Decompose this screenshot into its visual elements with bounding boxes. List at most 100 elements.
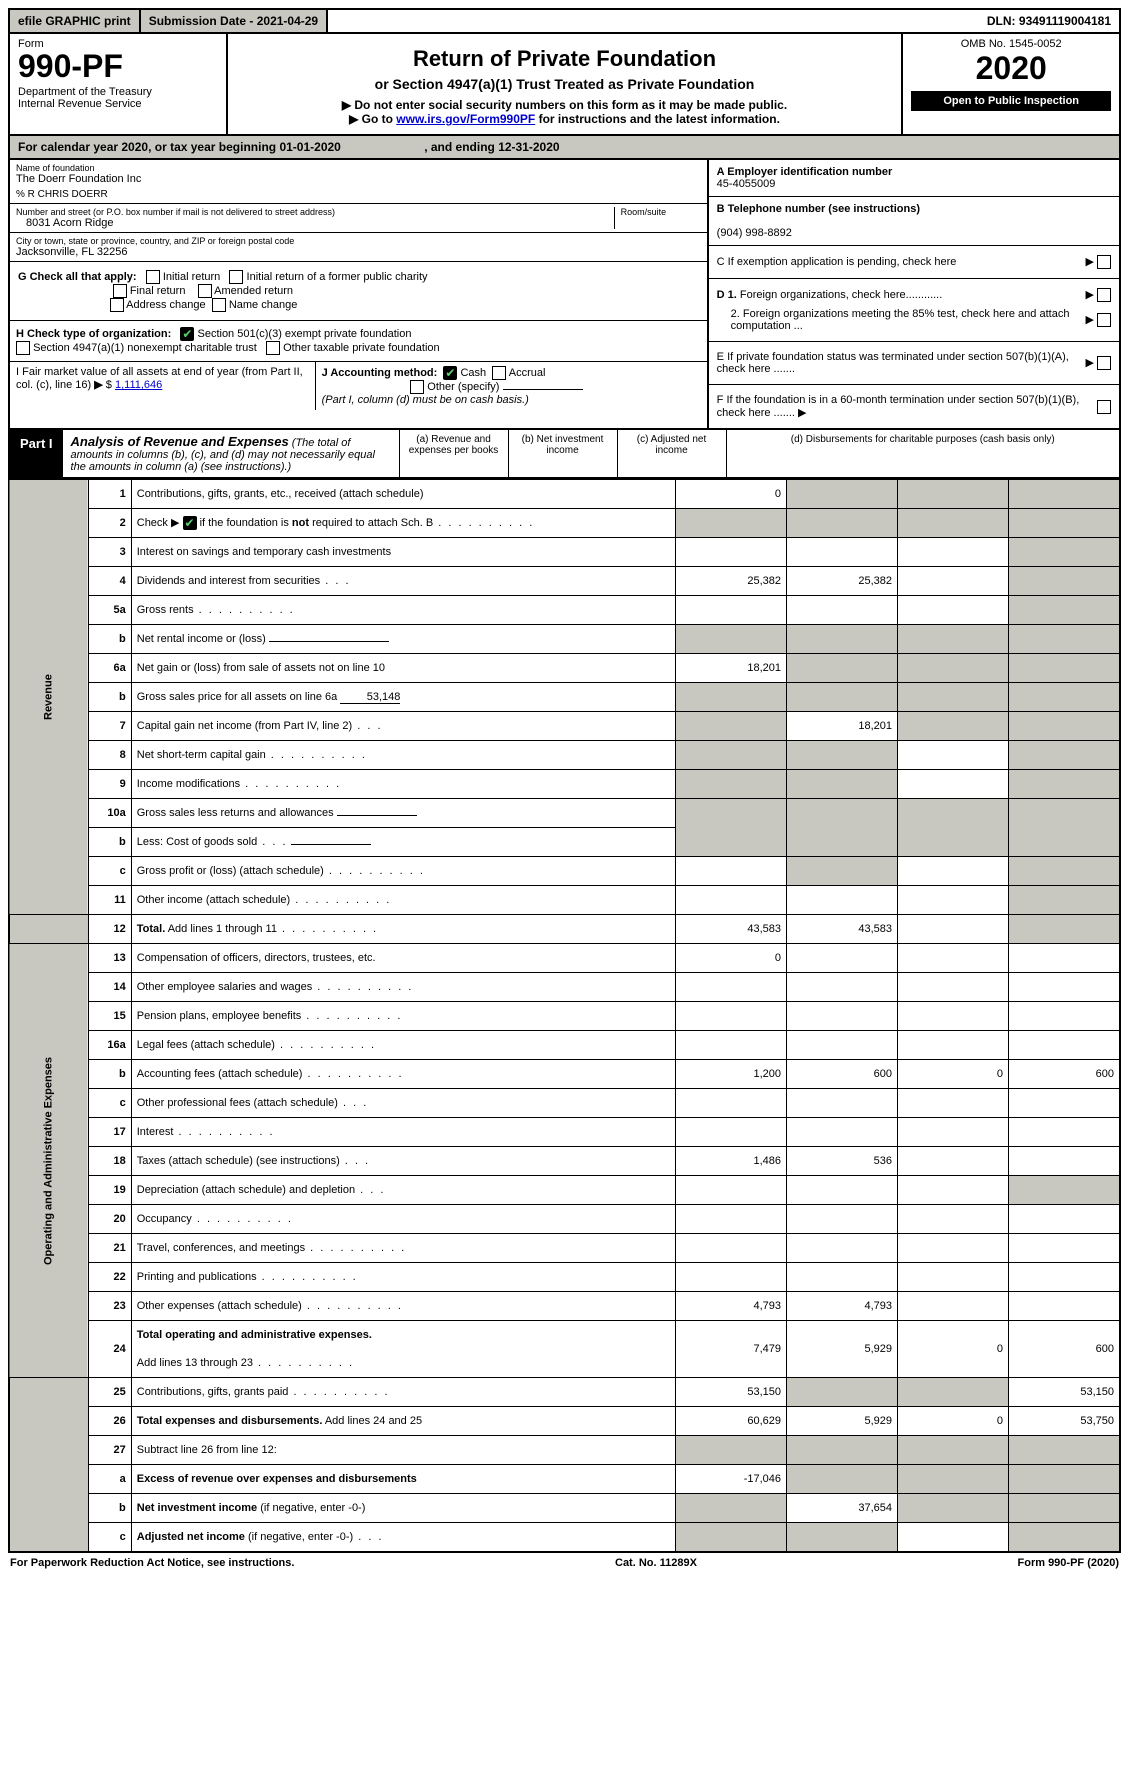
row-11: 11Other income (attach schedule) <box>9 886 1120 915</box>
check-e[interactable] <box>1097 356 1111 370</box>
row-14: 14Other employee salaries and wages <box>9 973 1120 1002</box>
check-accrual[interactable] <box>492 366 506 380</box>
j-cash: Cash <box>460 367 486 379</box>
row-16a: 16aLegal fees (attach schedule) <box>9 1031 1120 1060</box>
e-cell: E If private foundation status was termi… <box>709 342 1119 385</box>
name-label: Name of foundation <box>16 163 701 173</box>
check-d1[interactable] <box>1097 288 1111 302</box>
row-22: 22Printing and publications <box>9 1263 1120 1292</box>
row-13: Operating and Administrative Expenses 13… <box>9 944 1120 973</box>
row-10a: 10aGross sales less returns and allowanc… <box>9 799 1120 828</box>
footer-right: Form 990-PF (2020) <box>1018 1557 1120 1569</box>
row-27b: bNet investment income (if negative, ent… <box>9 1494 1120 1523</box>
col-c-header: (c) Adjusted net income <box>617 430 726 477</box>
spacer <box>328 10 979 32</box>
fmv-value: 1,111,646 <box>115 379 162 391</box>
d-cell: D 1. Foreign organizations, check here..… <box>709 279 1119 342</box>
col-b-header: (b) Net investment income <box>508 430 617 477</box>
col-a-header: (a) Revenue and expenses per books <box>399 430 508 477</box>
cal-pre: For calendar year 2020, or tax year begi… <box>18 140 279 154</box>
row-5b: bNet rental income or (loss) <box>9 625 1120 654</box>
form-title: Return of Private Foundation <box>236 46 894 72</box>
top-bar: efile GRAPHIC print Submission Date - 20… <box>8 8 1121 34</box>
g-initial-former: Initial return of a former public charit… <box>247 271 428 283</box>
check-address[interactable] <box>110 298 124 312</box>
h-4947: Section 4947(a)(1) nonexempt charitable … <box>33 342 257 354</box>
row-4: 4Dividends and interest from securities2… <box>9 567 1120 596</box>
row-2: 2 Check ▶ ✔ if the foundation is not req… <box>9 509 1120 538</box>
entity-right: A Employer identification number 45-4055… <box>707 160 1119 428</box>
g-initial: Initial return <box>163 271 220 283</box>
irs-label: Internal Revenue Service <box>18 98 218 110</box>
j-label: J Accounting method: <box>322 367 438 379</box>
check-501c3-checked[interactable]: ✔ <box>180 327 194 341</box>
row-3: 3Interest on savings and temporary cash … <box>9 538 1120 567</box>
check-initial-former[interactable] <box>229 270 243 284</box>
dept-treasury: Department of the Treasury <box>18 86 218 98</box>
g-addr: Address change <box>126 299 206 311</box>
part1-label: Part I <box>10 430 63 477</box>
phone-cell: B Telephone number (see instructions) (9… <box>709 197 1119 246</box>
row-10c: cGross profit or (loss) (attach schedule… <box>9 857 1120 886</box>
form-title-block: Return of Private Foundation or Section … <box>228 34 904 134</box>
check-other-method[interactable] <box>410 380 424 394</box>
part1-title: Analysis of Revenue and Expenses <box>71 434 289 449</box>
g-amended: Amended return <box>214 285 293 297</box>
ein-label: A Employer identification number <box>717 166 893 178</box>
dln-value: 93491119004181 <box>1019 14 1111 28</box>
row-23: 23Other expenses (attach schedule)4,7934… <box>9 1292 1120 1321</box>
goto-post: for instructions and the latest informat… <box>539 112 780 126</box>
part1-header: Part I Analysis of Revenue and Expenses … <box>8 430 1121 479</box>
check-namechange[interactable] <box>212 298 226 312</box>
city-cell: City or town, state or province, country… <box>10 233 707 262</box>
check-sch-b[interactable]: ✔ <box>183 516 197 530</box>
g-final: Final return <box>130 285 186 297</box>
form-header: Form 990-PF Department of the Treasury I… <box>8 34 1121 136</box>
row-18: 18Taxes (attach schedule) (see instructi… <box>9 1147 1120 1176</box>
row-6b: bGross sales price for all assets on lin… <box>9 683 1120 712</box>
check-cash-checked[interactable]: ✔ <box>443 366 457 380</box>
g-label: G Check all that apply: <box>18 271 137 283</box>
entity-info: Name of foundation The Doerr Foundation … <box>8 160 1121 430</box>
col-d-header: (d) Disbursements for charitable purpose… <box>726 430 1119 477</box>
d2-text: 2. Foreign organizations meeting the 85%… <box>717 308 1086 332</box>
check-d2[interactable] <box>1097 313 1111 327</box>
check-f[interactable] <box>1097 400 1111 414</box>
footer-mid: Cat. No. 11289X <box>615 1557 697 1569</box>
h-other: Other taxable private foundation <box>283 342 440 354</box>
subdate-value: 2021-04-29 <box>257 14 318 28</box>
part1-title-block: Analysis of Revenue and Expenses (The to… <box>63 430 399 477</box>
check-other-taxable[interactable] <box>266 341 280 355</box>
cal-end: 12-31-2020 <box>498 140 559 154</box>
row-16c: cOther professional fees (attach schedul… <box>9 1089 1120 1118</box>
g-name: Name change <box>229 299 298 311</box>
h-label: H Check type of organization: <box>16 328 171 340</box>
row-12: 12Total. Add lines 1 through 1143,58343,… <box>9 915 1120 944</box>
row-1: Revenue 1 Contributions, gifts, grants, … <box>9 480 1120 509</box>
row-7: 7Capital gain net income (from Part IV, … <box>9 712 1120 741</box>
revenue-label: Revenue <box>9 480 88 915</box>
g-check-row: G Check all that apply: Initial return I… <box>10 262 707 321</box>
page-footer: For Paperwork Reduction Act Notice, see … <box>8 1553 1121 1573</box>
check-final[interactable] <box>113 284 127 298</box>
submission-date: Submission Date - 2021-04-29 <box>141 10 328 32</box>
j-note: (Part I, column (d) must be on cash basi… <box>322 394 529 406</box>
h-501c3: Section 501(c)(3) exempt private foundat… <box>197 328 411 340</box>
irs-link[interactable]: www.irs.gov/Form990PF <box>396 112 535 126</box>
city-state-zip: Jacksonville, FL 32256 <box>16 246 701 258</box>
check-amended[interactable] <box>198 284 212 298</box>
check-4947[interactable] <box>16 341 30 355</box>
form-id-block: Form 990-PF Department of the Treasury I… <box>10 34 228 134</box>
row-26: 26Total expenses and disbursements. Add … <box>9 1407 1120 1436</box>
row-21: 21Travel, conferences, and meetings <box>9 1234 1120 1263</box>
h-check-row: H Check type of organization: ✔ Section … <box>10 321 707 362</box>
f-cell: F If the foundation is in a 60-month ter… <box>709 385 1119 428</box>
efile-label: efile GRAPHIC print <box>10 10 141 32</box>
row-9: 9Income modifications <box>9 770 1120 799</box>
street-address: 8031 Acorn Ridge <box>16 217 614 229</box>
check-initial[interactable] <box>146 270 160 284</box>
ein-cell: A Employer identification number 45-4055… <box>709 160 1119 197</box>
c-cell: C If exemption application is pending, c… <box>709 246 1119 279</box>
cal-mid: , and ending <box>424 140 498 154</box>
check-c[interactable] <box>1097 255 1111 269</box>
